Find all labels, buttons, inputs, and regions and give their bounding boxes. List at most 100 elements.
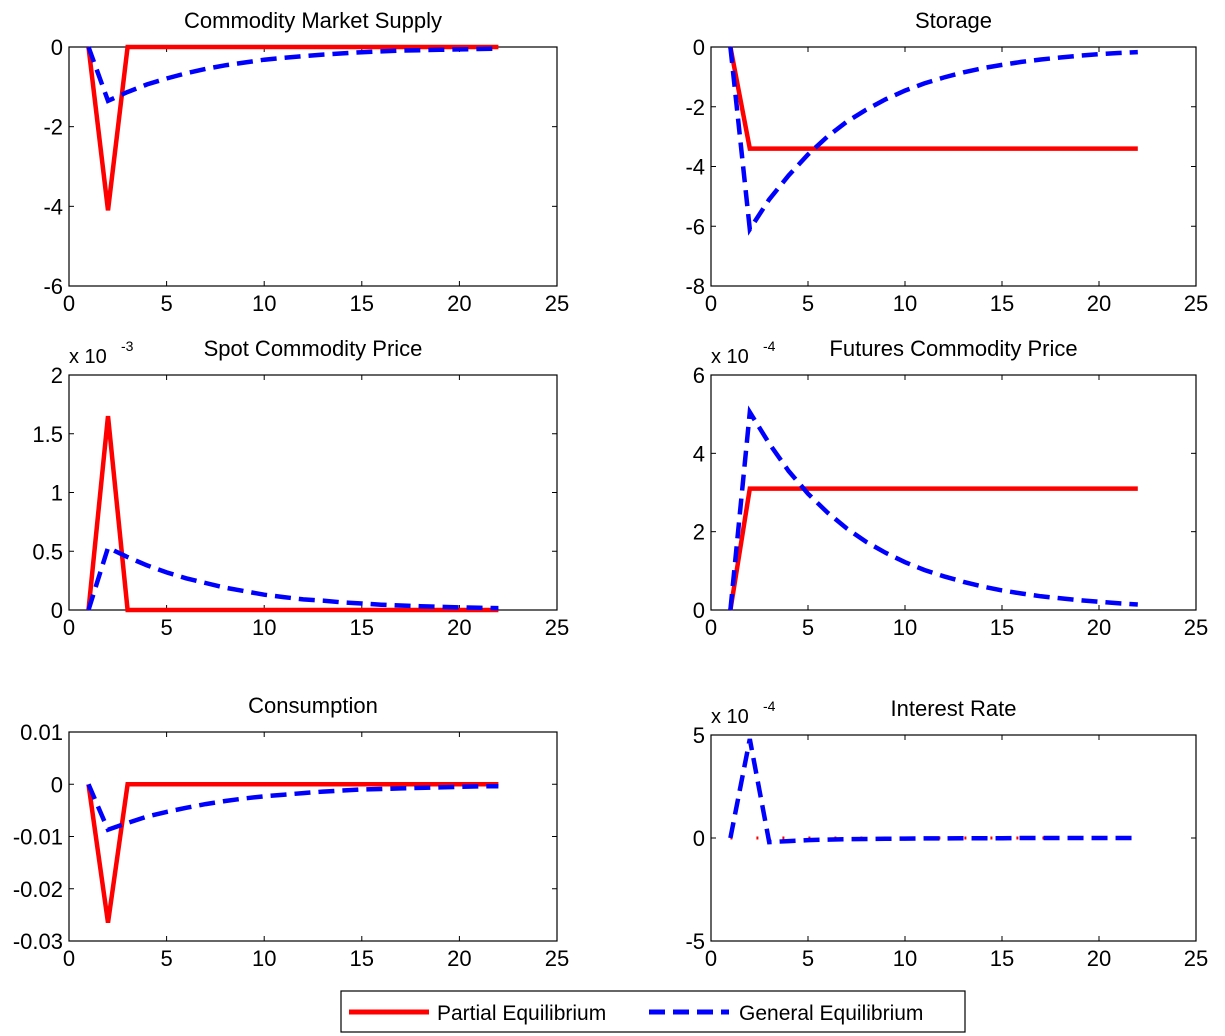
x-tick-label: 15 [350,946,374,971]
y-tick-label: -2 [43,115,63,140]
y-tick-label: -4 [43,194,63,219]
x-tick-label: 0 [705,615,717,640]
y-tick-label: 0 [693,598,705,623]
panel-title: Storage [915,8,992,33]
series-line-general [728,46,1138,236]
series-line-general [86,46,499,104]
panel-5: Consumption 0 5 10 15 20 25 -0.03 -0.02 -0.01 0 0.0… [13,693,569,971]
y-tick-label: -4 [685,155,705,180]
y-tick-label: 4 [693,441,705,466]
panel-1: Commodity Market Supply 0 5 10 15 20 25 -6 -4 -2 0 [43,8,569,316]
x-tick-label: 0 [63,291,75,316]
x-tick-label: 5 [160,615,172,640]
y-tick-label: 2 [51,363,63,388]
panel-title: Futures Commodity Price [829,336,1077,361]
x-tick-label: 20 [447,291,471,316]
x-tick-label: 20 [1087,291,1111,316]
y-tick-label: 6 [693,363,705,388]
series-line-partial [728,46,1138,151]
series-line-general [728,738,1138,845]
x-tick-label: 20 [447,946,471,971]
series-line-general [728,405,1138,611]
x-tick-label: 5 [160,946,172,971]
plot-area [68,46,558,287]
legend-label-general: General Equilibrium [739,1002,923,1025]
y-tick-label: 0.01 [20,720,63,745]
x-tick-label: 0 [705,291,717,316]
x-tick-label: 20 [447,615,471,640]
x-tick-label: 10 [893,615,917,640]
x-tick-label: 5 [160,291,172,316]
axis-multiplier: x 10 [711,706,749,728]
axis-multiplier-exponent: -4 [763,698,776,714]
legend: Partial Equilibrium General Equilibrium [340,990,966,1033]
x-tick-label: 10 [252,291,276,316]
x-tick-label: 25 [1184,946,1208,971]
y-tick-label: 2 [693,520,705,545]
panel-title: Spot Commodity Price [204,336,423,361]
series-line-partial [86,782,499,924]
x-tick-label: 25 [545,946,569,971]
y-tick-label: -2 [685,95,705,120]
x-tick-label: 10 [252,946,276,971]
series-line-partial [728,486,1138,611]
plot-area [710,374,1197,611]
x-tick-label: 15 [990,615,1014,640]
y-tick-label: 5 [693,723,705,748]
series-line-partial [86,415,499,613]
y-tick-label: -6 [43,274,63,299]
x-tick-label: 10 [252,615,276,640]
series-line-general [86,544,499,611]
x-tick-label: 5 [802,946,814,971]
x-tick-label: 25 [1184,291,1208,316]
x-tick-label: 25 [545,615,569,640]
x-tick-label: 0 [63,615,75,640]
y-tick-label: 0 [51,35,63,60]
y-tick-label: 0.5 [32,539,63,564]
x-tick-label: 20 [1087,615,1111,640]
legend-label-partial: Partial Equilibrium [437,1002,606,1025]
panel-title: Commodity Market Supply [184,8,442,33]
x-tick-label: 0 [705,946,717,971]
y-tick-label: 1.5 [32,422,63,447]
x-tick-label: 25 [1184,615,1208,640]
y-tick-label: -6 [685,214,705,239]
axis-multiplier: x 10 [69,346,107,368]
y-tick-label: -8 [685,274,705,299]
axis-multiplier-exponent: -4 [763,338,776,354]
x-tick-label: 15 [350,291,374,316]
series-line-partial [86,44,499,211]
plot-area [68,731,558,942]
y-tick-label: 0 [51,598,63,623]
panel-4: Futures Commodity Price x 10 -4 0 5 10 15 20 25 0… [693,336,1208,640]
x-tick-label: 20 [1087,946,1111,971]
axis-multiplier: x 10 [711,346,749,368]
x-tick-label: 15 [990,946,1014,971]
plot-area [710,46,1197,287]
y-tick-label: -5 [685,929,705,954]
x-tick-label: 5 [802,291,814,316]
x-tick-label: 15 [350,615,374,640]
x-tick-label: 15 [990,291,1014,316]
y-tick-label: 0 [693,826,705,851]
x-tick-label: 0 [63,946,75,971]
y-tick-label: 1 [51,481,63,506]
y-tick-label: -0.03 [13,929,63,954]
y-tick-label: 0 [51,772,63,797]
x-tick-label: 10 [893,946,917,971]
series-line-general [86,783,499,833]
plot-area [68,374,558,611]
x-tick-label: 10 [893,291,917,316]
y-tick-label: -0.02 [13,877,63,902]
y-tick-label: 0 [693,35,705,60]
panel-2: Storage 0 5 10 15 20 25 -8 -6 -4 -2 0 [685,8,1208,316]
y-tick-label: -0.01 [13,825,63,850]
axis-multiplier-exponent: -3 [121,338,134,354]
x-tick-label: 5 [802,615,814,640]
panel-title: Consumption [248,693,378,718]
panel-title: Interest Rate [891,696,1017,721]
panel-3: Spot Commodity Price x 10 -3 0 5 10 15 20 25 0 0.5… [32,336,569,640]
